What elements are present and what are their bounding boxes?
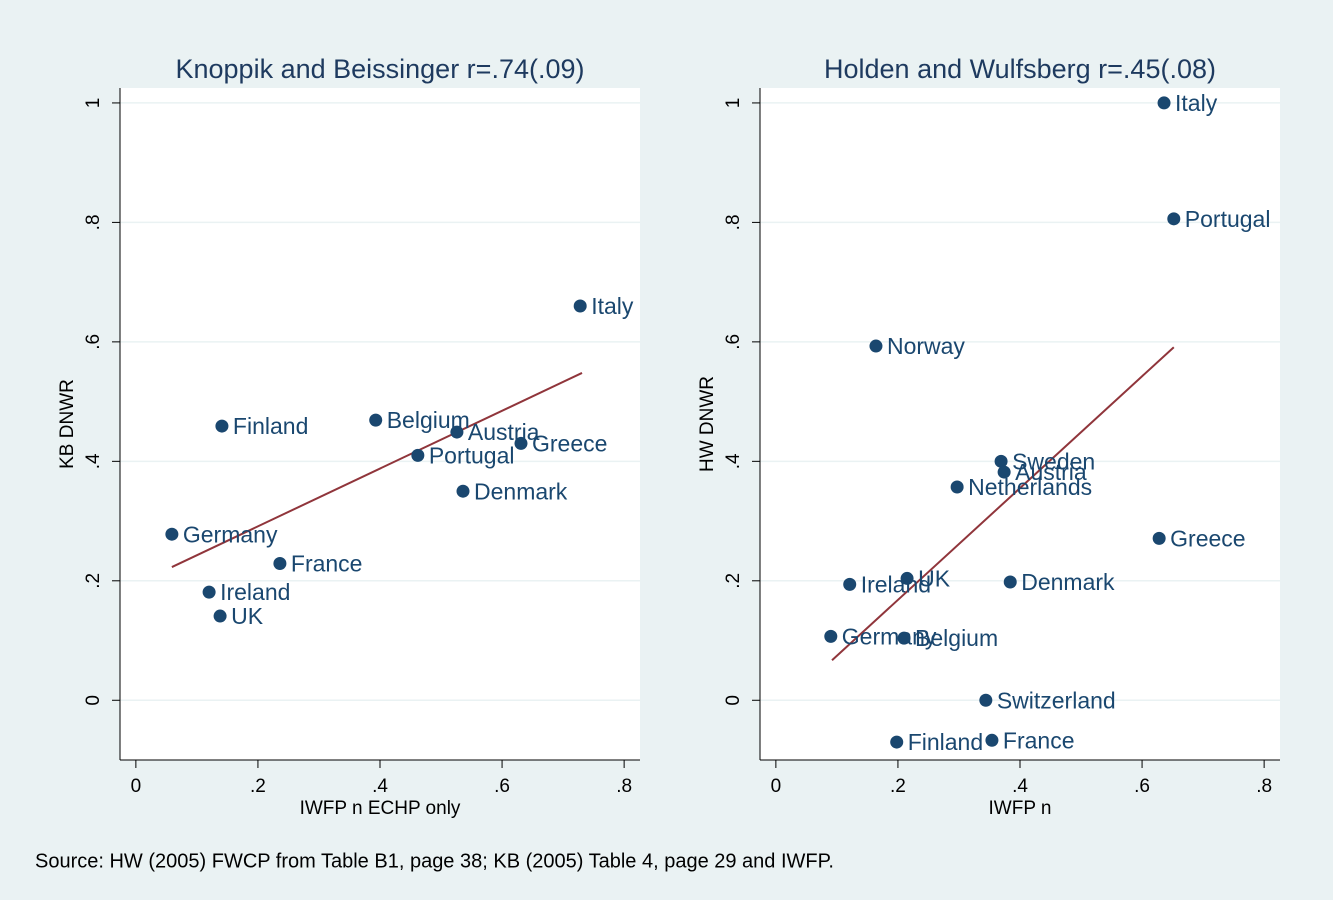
- point-label: Austria: [468, 419, 540, 445]
- fit-line: [171, 372, 583, 568]
- scatter-point: [897, 631, 911, 645]
- y-tick-label: .8: [83, 214, 104, 230]
- scatter-point: [165, 527, 179, 541]
- point-label: Italy: [591, 293, 634, 319]
- y-axis-title: HW DNWR: [697, 376, 718, 472]
- scatter-point: [573, 299, 587, 313]
- x-tick-label: .4: [372, 776, 388, 797]
- point-label: France: [1003, 727, 1075, 753]
- x-tick-label: .4: [1012, 776, 1028, 797]
- point-label: Denmark: [474, 478, 568, 504]
- scatter-point: [202, 585, 216, 599]
- point-label: Finland: [233, 413, 308, 439]
- scatter-point: [1152, 531, 1166, 545]
- y-tick-label: .2: [723, 573, 744, 589]
- point-label: Belgium: [915, 625, 998, 651]
- y-tick-label: .2: [83, 573, 104, 589]
- point-label: UK: [918, 565, 951, 591]
- x-tick-label: .6: [1134, 776, 1150, 797]
- scatter-point: [450, 425, 464, 439]
- point-label: Italy: [1175, 90, 1218, 116]
- scatter-point: [1157, 96, 1171, 110]
- point-label: Sweden: [1012, 448, 1095, 474]
- point-label: Austria: [1015, 459, 1087, 485]
- scatter-point: [843, 577, 857, 591]
- point-label: Switzerland: [997, 687, 1116, 713]
- y-tick-label: .4: [723, 453, 744, 469]
- x-tick-label: .2: [890, 776, 906, 797]
- scatter-point: [369, 413, 383, 427]
- x-tick-label: 0: [771, 776, 782, 797]
- scatter-point: [213, 609, 227, 623]
- source-note: Source: HW (2005) FWCP from Table B1, pa…: [35, 850, 834, 872]
- x-tick-label: .8: [1256, 776, 1272, 797]
- scatter-point: [456, 484, 470, 498]
- scatter-point: [514, 436, 528, 450]
- scatter-point: [869, 339, 883, 353]
- point-label: Ireland: [220, 579, 290, 605]
- scatter-point: [824, 629, 838, 643]
- point-label: France: [291, 551, 363, 577]
- point-label: Netherlands: [968, 474, 1092, 500]
- scatter-point: [950, 480, 964, 494]
- scatter-point: [994, 454, 1008, 468]
- scatter-point: [1003, 575, 1017, 589]
- x-axis-title: IWFP n: [989, 798, 1052, 819]
- scatter-point: [997, 465, 1011, 479]
- x-tick-label: .6: [494, 776, 510, 797]
- scatter-point: [215, 419, 229, 433]
- plot-area: [760, 88, 1280, 760]
- y-tick-label: 0: [83, 695, 104, 706]
- x-axis-title: IWFP n ECHP only: [300, 798, 461, 819]
- y-tick-label: 1: [723, 98, 744, 109]
- x-tick-label: .2: [250, 776, 266, 797]
- y-tick-label: .4: [83, 453, 104, 469]
- point-label: Portugal: [429, 442, 515, 468]
- scatter-point: [900, 571, 914, 585]
- scatter-point: [890, 735, 904, 749]
- y-axis-title: KB DNWR: [57, 379, 78, 469]
- y-tick-label: 1: [83, 98, 104, 109]
- scatter-point: [273, 556, 287, 570]
- point-label: UK: [231, 603, 264, 629]
- chart-title: Knoppik and Beissinger r=.74(.09): [176, 54, 585, 84]
- scatter-point: [1167, 212, 1181, 226]
- point-label: Portugal: [1185, 206, 1271, 232]
- x-tick-label: 0: [131, 776, 142, 797]
- point-label: Norway: [887, 333, 965, 359]
- chart-title: Holden and Wulfsberg r=.45(.08): [824, 54, 1216, 84]
- point-label: Germany: [183, 521, 278, 547]
- y-tick-label: .6: [723, 334, 744, 350]
- scatter-point: [979, 693, 993, 707]
- point-label: Finland: [908, 729, 983, 755]
- scatter-point: [411, 448, 425, 462]
- point-label: Denmark: [1021, 569, 1115, 595]
- point-label: Ireland: [861, 571, 931, 597]
- x-tick-label: .8: [616, 776, 632, 797]
- point-label: Greece: [532, 430, 607, 456]
- y-tick-label: .6: [83, 334, 104, 350]
- y-tick-label: 0: [723, 695, 744, 706]
- fit-line: [831, 346, 1175, 661]
- point-label: Germany: [842, 623, 937, 649]
- scatter-point: [985, 733, 999, 747]
- y-tick-label: .8: [723, 214, 744, 230]
- point-label: Greece: [1170, 525, 1245, 551]
